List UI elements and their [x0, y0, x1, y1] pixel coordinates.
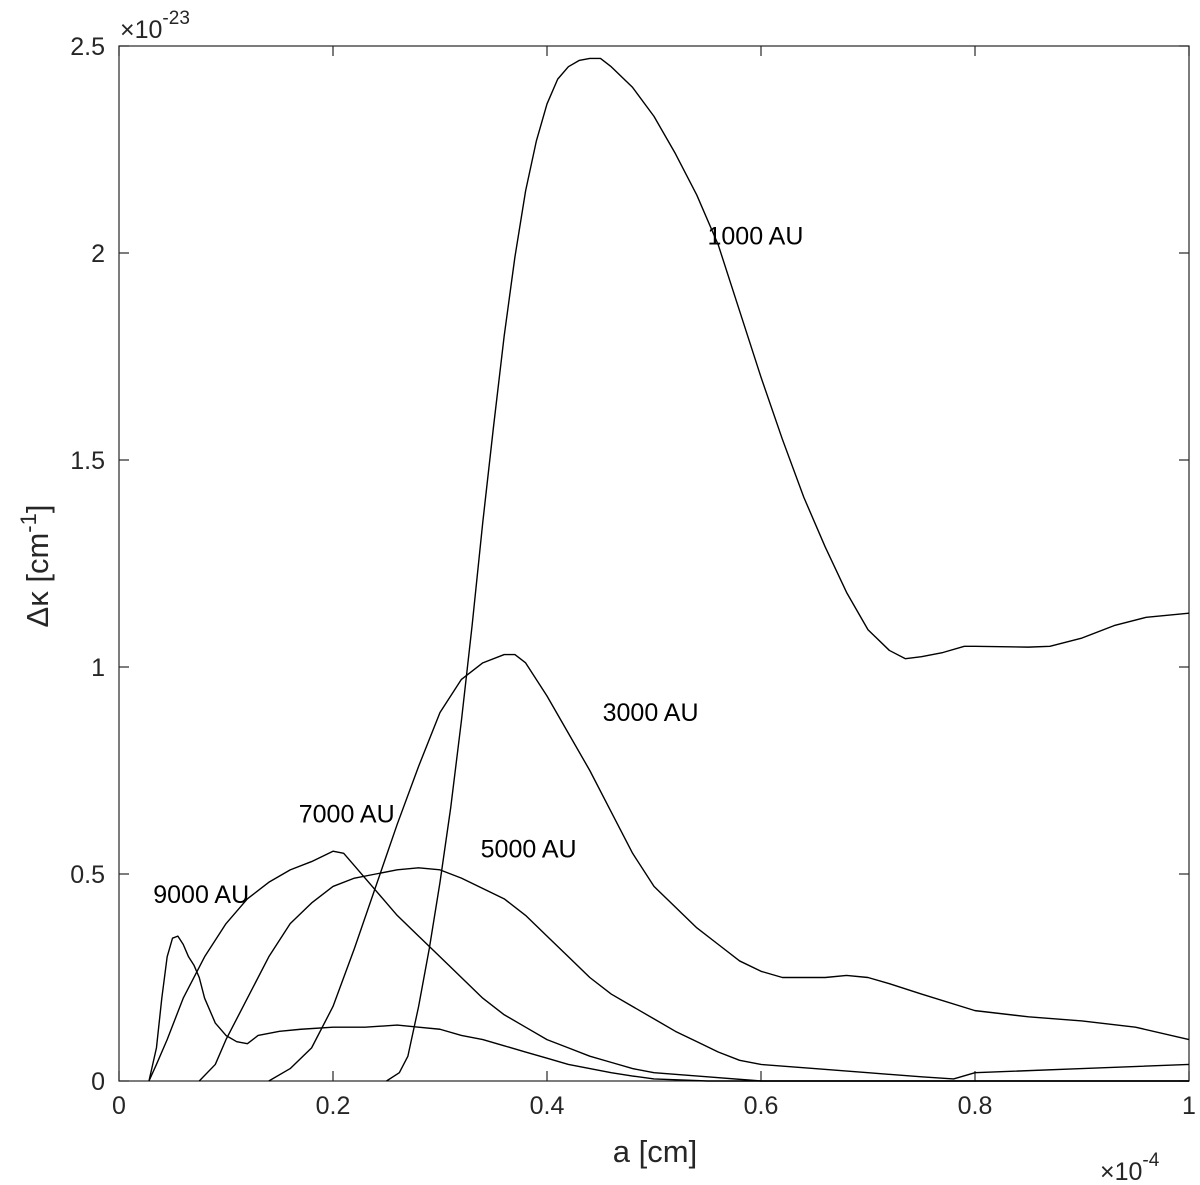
annotation-1000-au: 1000 AU: [708, 223, 804, 251]
x-axis-label: a [cm]: [613, 1134, 697, 1169]
annotation-9000-au: 9000 AU: [153, 881, 249, 909]
plot-area-border: [118, 45, 1190, 1082]
series-line-3000-au: [268, 653, 1190, 1082]
y-tick-label: 2: [91, 240, 105, 268]
annotation-3000-au: 3000 AU: [603, 699, 699, 727]
series-line-7000-au: [148, 850, 1189, 1082]
series-line-1000-au: [386, 57, 1190, 1082]
axis-ticks: 0 0.2 0.4 0.6 0.8 1 0 0.5 1 1.5 2 2.5: [70, 33, 1196, 1120]
y-tick-label: 0.5: [70, 861, 105, 889]
series-lines: [148, 57, 1190, 1082]
y-axis-exponent: ×10-23: [120, 8, 190, 44]
series-line-9000-au: [148, 935, 1189, 1082]
x-tick-label: 0.2: [316, 1092, 351, 1120]
annotation-5000-au: 5000 AU: [481, 835, 577, 863]
x-tick-label: 0.4: [530, 1092, 565, 1120]
series-annotations: 1000 AU 3000 AU 5000 AU 7000 AU 9000 AU: [153, 223, 803, 909]
x-tick-label: 0.8: [958, 1092, 993, 1120]
plot-frame: [118, 45, 1190, 1082]
annotation-7000-au: 7000 AU: [299, 800, 395, 828]
y-tick-label: 1: [91, 654, 105, 682]
y-axis-label: Δκ [cm-1]: [16, 505, 55, 628]
y-tick-label: 2.5: [70, 33, 105, 61]
x-axis-exponent: ×10-4: [1100, 1150, 1160, 1185]
x-tick-label: 1: [1182, 1092, 1196, 1120]
x-tick-label: 0: [112, 1092, 126, 1120]
x-tick-label: 0.6: [744, 1092, 779, 1120]
series-line-5000-au: [198, 867, 1190, 1082]
y-tick-label: 1.5: [70, 447, 105, 475]
y-tick-label: 0: [91, 1068, 105, 1096]
